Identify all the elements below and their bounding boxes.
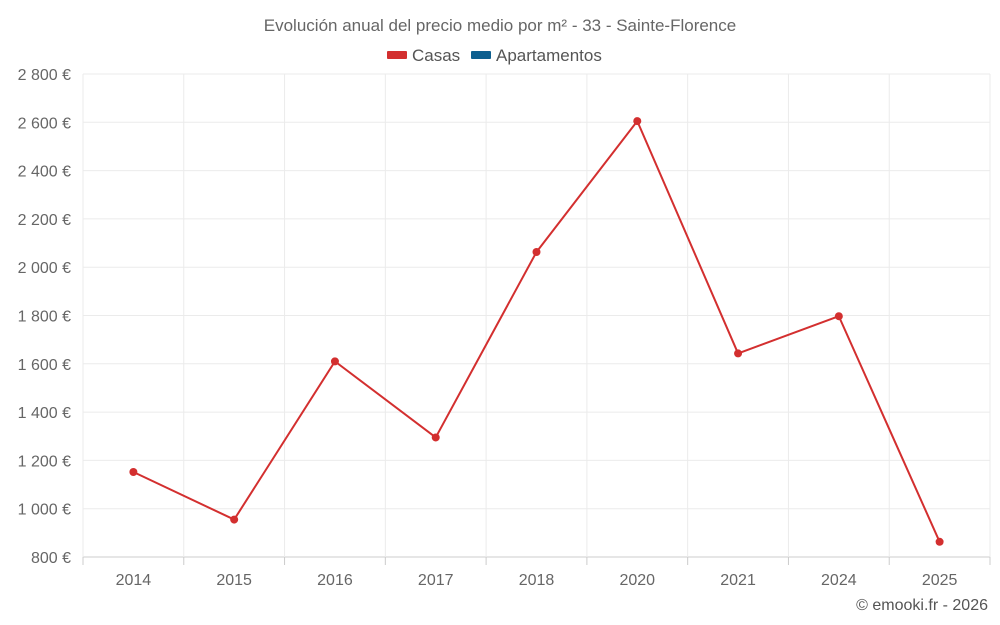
credit: © emooki.fr - 2026 xyxy=(856,597,988,614)
legend-swatch-apartamentos xyxy=(471,51,491,59)
x-tick-label: 2016 xyxy=(317,572,353,589)
series-line-casas xyxy=(132,120,941,543)
x-tick-label: 2024 xyxy=(821,572,857,589)
data-point-casas-2024[interactable] xyxy=(834,312,843,321)
y-tick-label: 1 600 € xyxy=(18,357,71,374)
legend-swatch-casas xyxy=(387,51,407,59)
data-point-casas-2016[interactable] xyxy=(330,357,339,366)
y-tick-label: 2 400 € xyxy=(18,164,71,181)
legend: Casas Apartamentos xyxy=(387,46,602,65)
y-axis-ticks: 800 € 1 000 € 1 200 € 1 400 € 1 600 € 1 800 €… xyxy=(18,67,71,567)
y-tick-label: 800 € xyxy=(31,550,71,567)
x-axis-ticks: 2014 2015 2016 2017 2018 2020 2021 2024 2025 xyxy=(82,557,991,589)
x-tick-label: 2020 xyxy=(619,572,655,589)
y-tick-label: 2 200 € xyxy=(18,212,71,229)
data-point-casas-2020[interactable] xyxy=(633,117,642,126)
x-tick-label: 2018 xyxy=(519,572,555,589)
y-tick-label: 2 000 € xyxy=(18,260,71,277)
data-point-casas-2025[interactable] xyxy=(935,537,944,546)
x-tick-label: 2025 xyxy=(922,572,958,589)
y-tick-label: 1 400 € xyxy=(18,405,71,422)
grid xyxy=(82,73,991,558)
y-tick-label: 1 800 € xyxy=(18,309,71,326)
data-point-casas-2017[interactable] xyxy=(431,433,440,442)
x-tick-label: 2021 xyxy=(720,572,756,589)
legend-label-apartamentos[interactable]: Apartamentos xyxy=(496,46,602,65)
x-tick-label: 2017 xyxy=(418,572,454,589)
data-point-casas-2018[interactable] xyxy=(532,247,541,256)
x-tick-label: 2014 xyxy=(116,572,152,589)
y-tick-label: 2 600 € xyxy=(18,115,71,132)
x-tick-label: 2015 xyxy=(216,572,252,589)
chart-title: Evolución anual del precio medio por m² … xyxy=(264,16,736,35)
data-point-casas-2014[interactable] xyxy=(129,467,138,476)
y-tick-label: 1 000 € xyxy=(18,502,71,519)
data-point-casas-2021[interactable] xyxy=(734,349,743,358)
legend-label-casas[interactable]: Casas xyxy=(412,46,460,65)
data-point-casas-2015[interactable] xyxy=(230,515,239,524)
series-casas xyxy=(129,117,944,546)
y-tick-label: 1 200 € xyxy=(18,453,71,470)
y-tick-label: 2 800 € xyxy=(18,67,71,84)
